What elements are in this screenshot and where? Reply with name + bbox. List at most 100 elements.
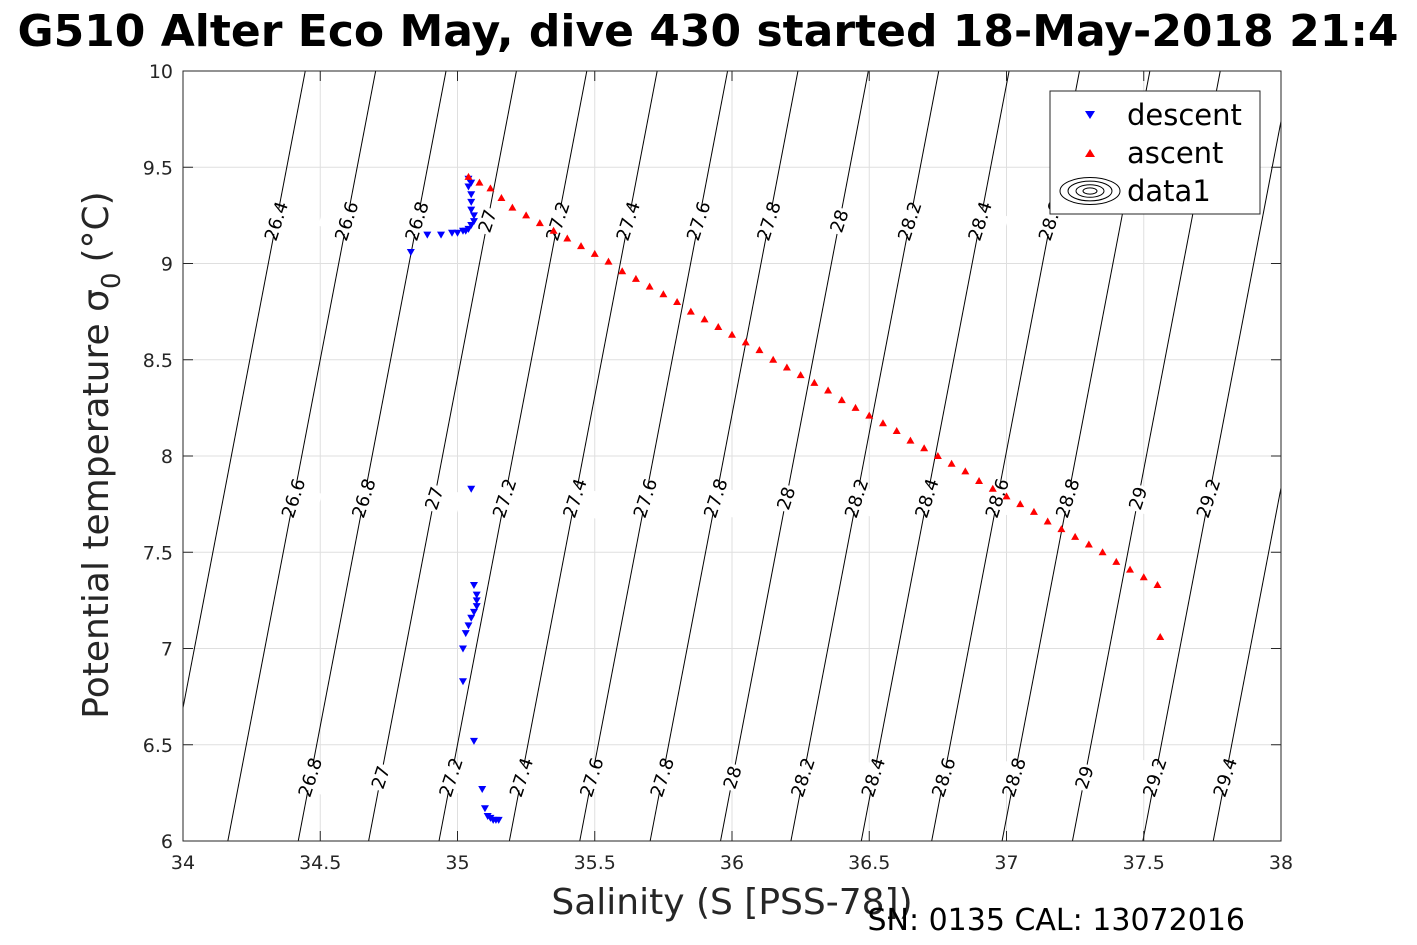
x-tick-label: 38: [1269, 852, 1293, 874]
isopycnal-label-background: [1196, 757, 1255, 798]
ascent-point: [673, 298, 682, 305]
isopycnal-label-background: [1055, 757, 1114, 798]
y-tick-label: 8.5: [143, 350, 173, 372]
descent-point: [467, 191, 476, 199]
descent-point: [467, 206, 476, 214]
descent-point: [467, 614, 476, 622]
isopycnal-label-background: [898, 477, 956, 519]
ascent-point: [851, 403, 860, 411]
isopycnal-line: [227, 71, 377, 841]
isopycnal-label-background: [546, 477, 604, 519]
ascent-point: [486, 184, 495, 192]
isopycnal-label-background: [740, 200, 798, 242]
descent-point: [494, 816, 503, 824]
y-axis-label-text: Potential temperature σ: [76, 289, 117, 719]
isopycnal-label-background: [968, 477, 1027, 519]
x-tick-label: 37.5: [1123, 852, 1165, 874]
legend-label-ascent: ascent: [1127, 136, 1223, 170]
legend-contour-icon: [1067, 180, 1113, 202]
ascent-point: [1057, 525, 1066, 533]
ascent-point: [577, 242, 586, 250]
y-axis-label: Potential temperature σ0 (°C): [76, 191, 127, 718]
y-tick-label: 10: [149, 61, 173, 83]
legend-ascent-marker: [1085, 149, 1095, 157]
data-series: [406, 172, 1165, 824]
isopycnal-label-background: [616, 477, 675, 519]
isopycnal-label-background: [844, 757, 903, 798]
ascent-point: [1139, 573, 1148, 581]
legend-contour-icon: [1082, 187, 1098, 195]
ascent-point: [1084, 540, 1093, 548]
ascent-point: [645, 282, 654, 290]
ascent-point: [1016, 500, 1025, 508]
descent-point: [467, 485, 476, 493]
x-tick-labels: 34 34.5 35 35.5 36 36.5 37 37.5 38: [171, 852, 1293, 874]
ascent-point: [892, 426, 901, 434]
isopycnal-label-background: [1109, 477, 1167, 519]
ascent-point: [906, 436, 915, 444]
isopycnal-label-background: [985, 757, 1044, 798]
isopycnal-label-background: [422, 757, 480, 798]
legend-descent-marker: [1085, 111, 1095, 119]
axis-ticks: [182, 70, 1282, 842]
descent-point: [406, 248, 415, 256]
descent-point: [458, 227, 467, 235]
ascent-point: [659, 290, 668, 298]
y-tick-labels: 6 6.5 7 7.5 8 8.5 9 9.5 10: [143, 61, 173, 853]
isopycnal-label-background: [563, 757, 621, 798]
ascent-point: [590, 249, 599, 257]
legend-entries: descent ascent data1: [1059, 98, 1242, 208]
ascent-point: [728, 330, 736, 338]
y-tick-label: 8: [161, 446, 173, 468]
ascent-point: [865, 411, 874, 419]
descent-point: [469, 581, 478, 589]
isopycnal-line: [183, 71, 306, 711]
ascent-point: [975, 477, 984, 485]
ascent-point: [741, 338, 750, 346]
descent-point: [464, 622, 473, 630]
footer-serial-calibration: SN: 0135 CAL: 13072016: [867, 903, 1245, 938]
legend-contour-icon: [1059, 177, 1121, 205]
ascent-point: [1156, 632, 1165, 640]
ascent-point: [796, 371, 805, 379]
isopycnal-label-background: [529, 200, 587, 242]
isopycnal-label-background: [669, 200, 728, 242]
isopycnal-label-background: [774, 757, 832, 798]
ascent-point: [522, 211, 531, 219]
legend-contour-icon: [1075, 184, 1105, 198]
ascent-point: [988, 484, 997, 492]
isopycnal-label-background: [827, 477, 886, 519]
y-axis-label-group: Potential temperature σ0 (°C): [76, 191, 127, 718]
descent-point: [472, 603, 481, 611]
ascent-point: [549, 226, 558, 234]
isopycnal-label-background: [492, 757, 551, 798]
ascent-point: [1112, 557, 1121, 565]
ascent-point: [604, 257, 613, 265]
ascent-point: [618, 267, 627, 275]
isopycnal-label-background: [281, 757, 340, 798]
descent-point: [464, 183, 473, 191]
descent-point: [469, 608, 478, 616]
isopycnal-labels: 26.4 26.6 26.8 27 27.2 27.4 27.6 27.8 28 28.2 28.4…: [247, 199, 1255, 800]
legend-label-descent: descent: [1127, 98, 1242, 132]
legend: descent ascent data1: [1049, 90, 1261, 215]
descent-point: [437, 231, 446, 239]
ascent-point: [1071, 532, 1080, 540]
isopycnal-label-background: [1021, 200, 1080, 242]
y-tick-label: 7.5: [143, 542, 173, 564]
ascent-point: [755, 346, 764, 354]
y-axis-label-subscript: 0: [97, 272, 127, 289]
descent-point: [469, 212, 478, 220]
descent-point: [467, 179, 476, 187]
y-tick-label: 6: [161, 831, 173, 853]
ascent-point: [475, 178, 484, 186]
isopycnal-label-background: [318, 200, 376, 242]
ascent-point: [563, 234, 572, 242]
isopycnal-label-background: [757, 477, 816, 519]
isopycnal-label-background: [405, 477, 464, 519]
x-tick-label: 34.5: [299, 852, 341, 874]
ascent-point: [837, 396, 846, 404]
isopycnal-label-background: [352, 757, 410, 798]
ascent-point: [1043, 517, 1052, 525]
descent-point: [458, 678, 467, 686]
